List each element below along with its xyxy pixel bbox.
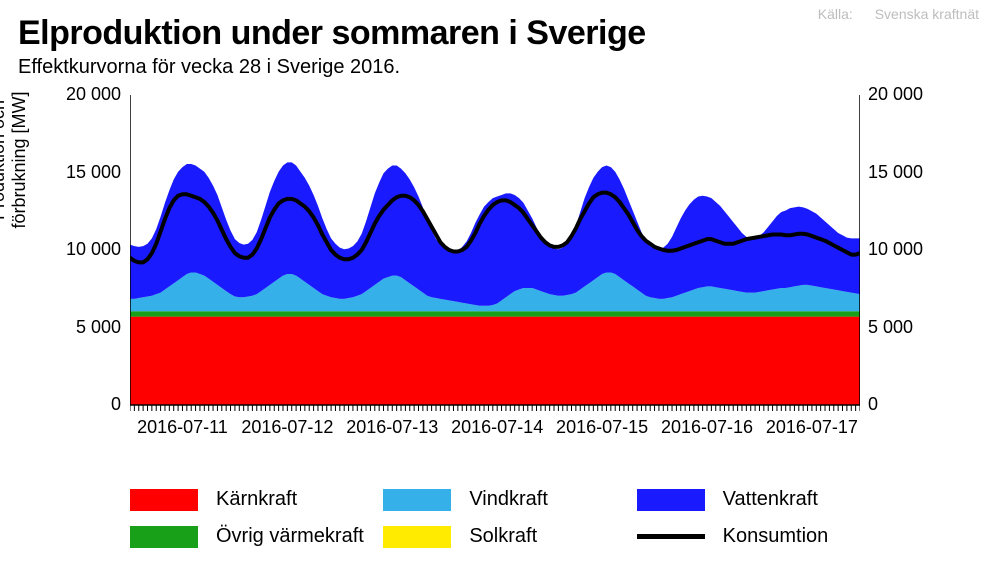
ytick-right: 0 — [868, 394, 878, 415]
area-ovrig_varmekraft — [130, 311, 860, 316]
legend-swatch — [130, 526, 198, 548]
legend-item: Vattenkraft — [637, 488, 890, 511]
xtick-label: 2016-07-11 — [137, 417, 228, 438]
legend-swatch — [637, 534, 705, 539]
legend-row: Kärnkraft Vindkraft Vattenkraft — [130, 488, 890, 511]
ytick-left: 20 000 — [66, 84, 121, 105]
ytick-left: 0 — [111, 394, 121, 415]
legend-swatch — [637, 489, 705, 511]
chart-title: Elproduktion under sommaren i Sverige — [18, 14, 646, 53]
legend-label: Kärnkraft — [216, 488, 297, 511]
legend-swatch — [383, 526, 451, 548]
ytick-left: 5 000 — [76, 317, 121, 338]
source-prefix: Källa: — [818, 6, 853, 22]
legend-label: Vindkraft — [469, 488, 548, 511]
legend-item: Vindkraft — [383, 488, 636, 511]
chart-subtitle: Effektkurvorna för vecka 28 i Sverige 20… — [18, 56, 400, 79]
legend-item: Kärnkraft — [130, 488, 383, 511]
legend-row: Övrig värmekraft Solkraft Konsumtion — [130, 525, 890, 548]
ytick-right: 15 000 — [868, 162, 923, 183]
legend-swatch — [130, 489, 198, 511]
source-name: Svenska kraftnät — [875, 6, 979, 22]
xtick-label: 2016-07-13 — [346, 417, 438, 438]
ytick-left: 10 000 — [66, 239, 121, 260]
xtick-label: 2016-07-16 — [661, 417, 753, 438]
legend-item: Övrig värmekraft — [130, 525, 383, 548]
legend-label: Övrig värmekraft — [216, 525, 364, 548]
legend: Kärnkraft Vindkraft Vattenkraft Övrig värme… — [130, 488, 890, 562]
xtick-label: 2016-07-14 — [451, 417, 543, 438]
xtick-label: 2016-07-17 — [766, 417, 858, 438]
y-axis-label: Produktion och förbrukning [MW] — [0, 60, 30, 260]
ytick-left: 15 000 — [66, 162, 121, 183]
stacked-area-chart — [130, 95, 860, 425]
ytick-right: 20 000 — [868, 84, 923, 105]
legend-item: Solkraft — [383, 525, 636, 548]
area-vattenkraft — [130, 162, 860, 305]
source-attribution: Källa: Svenska kraftnät — [800, 6, 979, 22]
legend-label: Vattenkraft — [723, 488, 818, 511]
legend-swatch — [383, 489, 451, 511]
ytick-right: 10 000 — [868, 239, 923, 260]
ytick-right: 5 000 — [868, 317, 913, 338]
xtick-label: 2016-07-12 — [241, 417, 333, 438]
legend-label: Solkraft — [469, 525, 537, 548]
xtick-label: 2016-07-15 — [556, 417, 648, 438]
legend-label: Konsumtion — [723, 525, 829, 548]
legend-item: Konsumtion — [637, 525, 890, 548]
area-karnkraft — [130, 317, 860, 405]
